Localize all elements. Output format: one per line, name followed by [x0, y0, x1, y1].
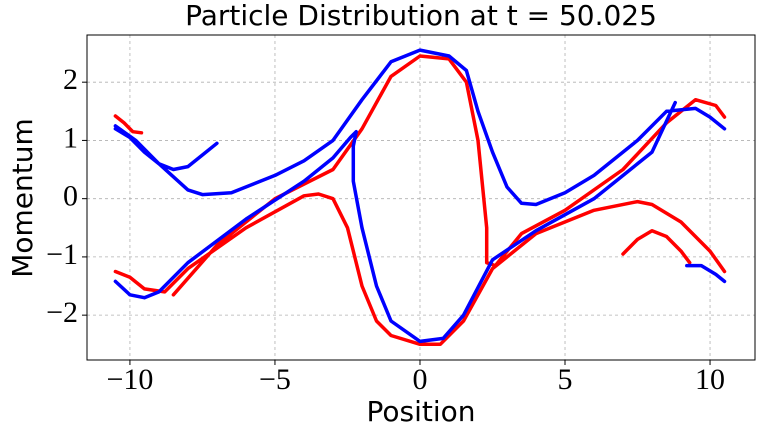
- particle-curve: [113, 48, 727, 344]
- x-axis-label: Position: [366, 395, 475, 428]
- x-tick-label: −10: [106, 363, 153, 396]
- plot-frame: [86, 34, 756, 361]
- x-tick-label: −5: [259, 363, 291, 396]
- y-tick-label: 0: [63, 180, 78, 213]
- y-tick-label: 2: [63, 63, 78, 96]
- x-tick-label: 10: [695, 363, 725, 396]
- y-tick-label: −1: [46, 238, 78, 271]
- y-tick-label: −2: [46, 296, 78, 329]
- y-tick-label: 1: [63, 121, 78, 154]
- x-tick-label: 0: [412, 363, 427, 396]
- particle-curve: [113, 54, 727, 347]
- y-axis-label: Momentum: [6, 118, 39, 278]
- x-tick-label: 5: [558, 363, 573, 396]
- chart-title: Particle Distribution at t = 50.025: [185, 0, 657, 32]
